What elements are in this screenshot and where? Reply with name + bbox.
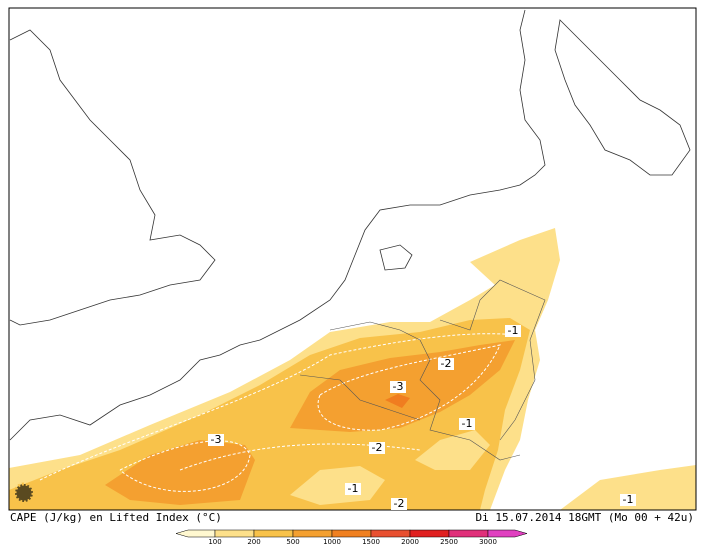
contour-label-box <box>208 434 224 446</box>
contour-labels: -1 -2 -3 -3 -2 -1 -1 -2 -1 <box>208 324 636 510</box>
legend-swatch <box>331 529 372 538</box>
legend: 100 200 500 1000 1500 2000 2500 3000 <box>175 529 528 546</box>
contour-label: -3 <box>211 433 222 446</box>
cape-100 <box>415 430 490 470</box>
coastline <box>9 29 216 326</box>
legend-arrow <box>487 529 528 538</box>
contour-label-box <box>505 325 521 337</box>
map-border <box>8 7 697 511</box>
legend-swatch <box>409 529 450 538</box>
cape-1000 <box>385 394 410 408</box>
legend-swatch <box>370 529 411 538</box>
contour-label: -1 <box>508 324 519 337</box>
legend-arrow <box>175 529 216 538</box>
coastline <box>9 9 546 441</box>
contour-label: -2 <box>441 357 452 370</box>
legend-tick: 1000 <box>323 538 341 546</box>
legend-tick: 100 <box>208 538 221 546</box>
contour-label-box <box>438 358 454 370</box>
contour-label: -2 <box>394 497 405 510</box>
legend-tick: 500 <box>286 538 299 546</box>
legend-tick: 2500 <box>440 538 458 546</box>
isoline <box>119 440 251 492</box>
contour-label-box <box>390 381 406 393</box>
legend-tick: 200 <box>247 538 260 546</box>
isoline <box>179 443 421 471</box>
contour-label: -3 <box>393 380 404 393</box>
contour-label-box <box>620 494 636 506</box>
footer-left: CAPE (J/kg) en Lifted Index (°C) <box>10 511 222 524</box>
border <box>439 279 546 441</box>
legend-swatch <box>292 529 333 538</box>
contour-label-box <box>345 483 361 495</box>
coastline <box>554 19 691 176</box>
legend-tick: 3000 <box>479 538 497 546</box>
legend-tick: 1500 <box>362 538 380 546</box>
border <box>329 321 521 461</box>
cape-500 <box>105 440 255 505</box>
contour-label: -1 <box>462 417 473 430</box>
contour-label-box <box>369 442 385 454</box>
contour-label: -2 <box>372 441 383 454</box>
map <box>8 7 697 511</box>
contour-label: -1 <box>623 493 634 506</box>
legend-swatch <box>253 529 294 538</box>
cape-100 <box>560 465 696 510</box>
contour-label-box <box>459 418 475 430</box>
footer-right: Di 15.07.2014 18GMT (Mo 00 + 42u) <box>475 511 694 524</box>
border <box>299 374 421 421</box>
coastline <box>379 244 413 271</box>
contour-label-box <box>391 498 407 510</box>
legend-tick: 2000 <box>401 538 419 546</box>
legend-swatch <box>448 529 489 538</box>
isoline <box>39 333 516 481</box>
logo <box>13 482 35 504</box>
isoline <box>317 344 501 431</box>
legend-swatch <box>214 529 255 538</box>
cape-100 <box>290 466 385 505</box>
contour-label: -1 <box>348 482 359 495</box>
